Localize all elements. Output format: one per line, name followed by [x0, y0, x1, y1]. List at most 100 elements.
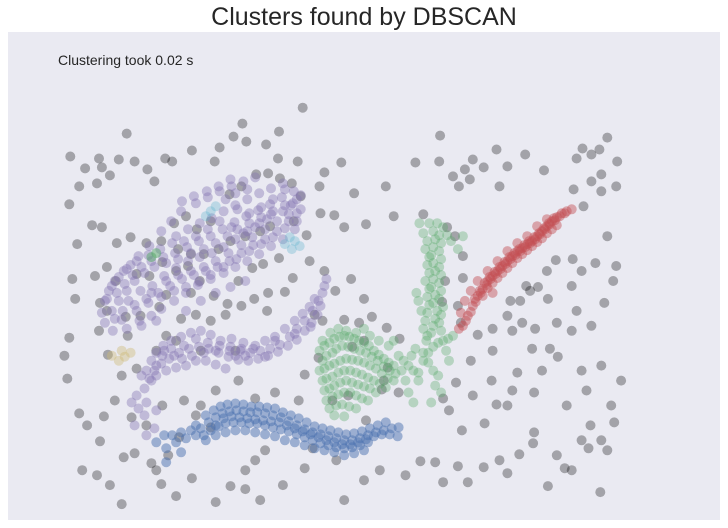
point-s0-112	[552, 351, 563, 362]
point-s0-55	[96, 222, 107, 233]
point-s1-181	[297, 308, 308, 319]
point-s0-211	[274, 253, 284, 264]
point-s3-156	[408, 397, 419, 408]
point-s1-102	[277, 234, 288, 245]
point-s2-51	[349, 428, 360, 439]
point-s1-91	[173, 270, 184, 280]
series-1	[96, 172, 332, 441]
point-s3-157	[413, 375, 424, 386]
point-s3-76	[337, 399, 348, 410]
point-s2-99	[359, 445, 369, 456]
point-s0-215	[222, 298, 233, 309]
point-s0-36	[491, 144, 502, 155]
point-s1-202	[129, 420, 140, 431]
point-s0-196	[101, 305, 112, 316]
point-s2-109	[281, 420, 292, 431]
point-s1-114	[134, 315, 145, 326]
point-s1-19	[119, 279, 130, 289]
point-s2-119	[361, 434, 371, 445]
point-s3-30	[314, 365, 325, 376]
point-s3-31	[319, 363, 330, 374]
point-s0-132	[571, 305, 582, 316]
point-s2-81	[181, 433, 191, 444]
point-s0-150	[437, 296, 448, 307]
point-s0-251	[459, 164, 470, 175]
point-s1-237	[121, 264, 132, 274]
point-s1-7	[173, 254, 184, 265]
point-s4-13	[522, 239, 533, 250]
point-s1-37	[131, 305, 142, 316]
point-s0-281	[195, 345, 206, 356]
point-s3-58	[329, 380, 340, 391]
point-s4-70	[522, 245, 533, 256]
point-s3-28	[384, 365, 395, 376]
point-s2-42	[277, 407, 288, 418]
point-s0-81	[277, 480, 288, 491]
point-s0-32	[434, 156, 445, 167]
point-s3-21	[343, 341, 354, 352]
point-s1-21	[136, 262, 147, 272]
point-s1-51	[295, 204, 306, 215]
point-s1-32	[265, 199, 276, 210]
point-s1-233	[167, 238, 178, 249]
point-s1-80	[125, 260, 136, 270]
point-s0-205	[236, 300, 247, 311]
point-s1-57	[230, 200, 241, 211]
point-s0-128	[507, 325, 518, 336]
point-s3-46	[327, 371, 338, 382]
point-s1-54	[194, 218, 205, 229]
point-s0-125	[502, 400, 513, 411]
point-s1-226	[250, 222, 261, 233]
point-s4-72	[532, 237, 543, 248]
point-s0-126	[465, 355, 476, 366]
point-s1-199	[131, 390, 142, 401]
point-s2-117	[345, 439, 356, 450]
point-s3-10	[363, 340, 374, 351]
point-s1-243	[123, 295, 134, 306]
point-s0-88	[400, 470, 411, 481]
point-s4-37	[530, 234, 541, 245]
point-s1-39	[156, 291, 167, 302]
point-s3-125	[424, 268, 435, 278]
point-s1-170	[190, 355, 201, 366]
point-s1-211	[179, 340, 189, 351]
point-s2-107	[266, 416, 276, 427]
point-s2-118	[353, 437, 364, 448]
point-s3-74	[324, 403, 335, 414]
point-s0-267	[544, 343, 555, 354]
point-s1-71	[225, 174, 236, 185]
point-s0-7	[113, 154, 124, 165]
point-s0-68	[104, 480, 115, 491]
point-s0-134	[599, 297, 610, 308]
series-2	[151, 398, 404, 468]
point-s0-31	[435, 130, 446, 141]
point-s0-285	[176, 313, 187, 324]
point-s0-64	[98, 411, 109, 422]
point-s6-3	[125, 347, 136, 358]
point-s0-131	[551, 317, 562, 328]
point-s3-96	[428, 341, 439, 352]
point-s0-194	[102, 349, 113, 360]
point-s2-121	[376, 429, 387, 440]
point-s4-46	[479, 278, 490, 288]
point-s3-56	[319, 385, 330, 396]
point-s3-93	[413, 367, 424, 378]
point-s0-70	[129, 448, 140, 459]
point-s6-0	[106, 350, 117, 361]
point-s3-9	[359, 337, 369, 348]
point-s1-45	[231, 254, 242, 265]
point-s0-23	[273, 153, 283, 164]
point-s1-92	[185, 266, 196, 276]
point-s0-82	[299, 463, 310, 474]
point-s2-108	[274, 417, 284, 428]
point-s4-28	[485, 274, 496, 284]
point-s0-46	[602, 132, 613, 143]
point-s3-169	[383, 340, 394, 351]
point-s0-182	[250, 393, 261, 404]
point-s1-106	[230, 262, 241, 272]
point-s1-4	[139, 268, 150, 278]
point-s1-176	[250, 340, 261, 351]
point-s1-66	[226, 181, 237, 192]
point-s3-161	[442, 230, 453, 241]
